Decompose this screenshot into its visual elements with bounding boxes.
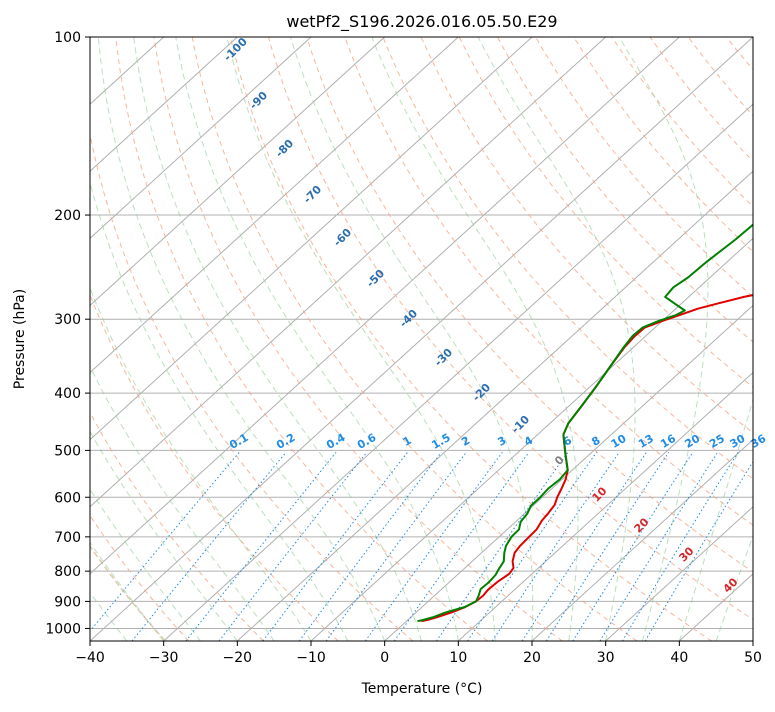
isotherm-line xyxy=(753,37,775,641)
y-tick-label: 300 xyxy=(54,312,81,328)
y-tick-label: 400 xyxy=(54,386,81,402)
x-axis-label: Temperature (°C) xyxy=(361,681,483,697)
moist-adiabat-line xyxy=(753,37,775,641)
x-tick-label: −20 xyxy=(223,650,253,666)
x-tick-label: 30 xyxy=(597,650,615,666)
y-tick-label: 1000 xyxy=(45,621,81,637)
x-tick-label: −40 xyxy=(75,650,105,666)
y-tick-label: 200 xyxy=(54,208,81,224)
x-tick-label: 50 xyxy=(744,650,762,666)
dry-adiabat-line xyxy=(765,37,775,641)
y-tick-label: 700 xyxy=(54,530,81,546)
y-tick-label: 900 xyxy=(54,594,81,610)
x-tick-label: 40 xyxy=(670,650,688,666)
chart-title: wetPf2_S196.2026.016.05.50.E29 xyxy=(286,12,557,32)
x-tick-label: 20 xyxy=(523,650,541,666)
x-tick-label: 10 xyxy=(449,650,467,666)
y-tick-label: 600 xyxy=(54,490,81,506)
y-tick-label: 500 xyxy=(54,443,81,459)
y-tick-label: 100 xyxy=(54,30,81,46)
x-tick-label: −10 xyxy=(296,650,326,666)
y-tick-label: 800 xyxy=(54,564,81,580)
x-tick-label: −30 xyxy=(149,650,179,666)
x-tick-label: 0 xyxy=(380,650,389,666)
y-axis-label: Pressure (hPa) xyxy=(12,289,28,389)
